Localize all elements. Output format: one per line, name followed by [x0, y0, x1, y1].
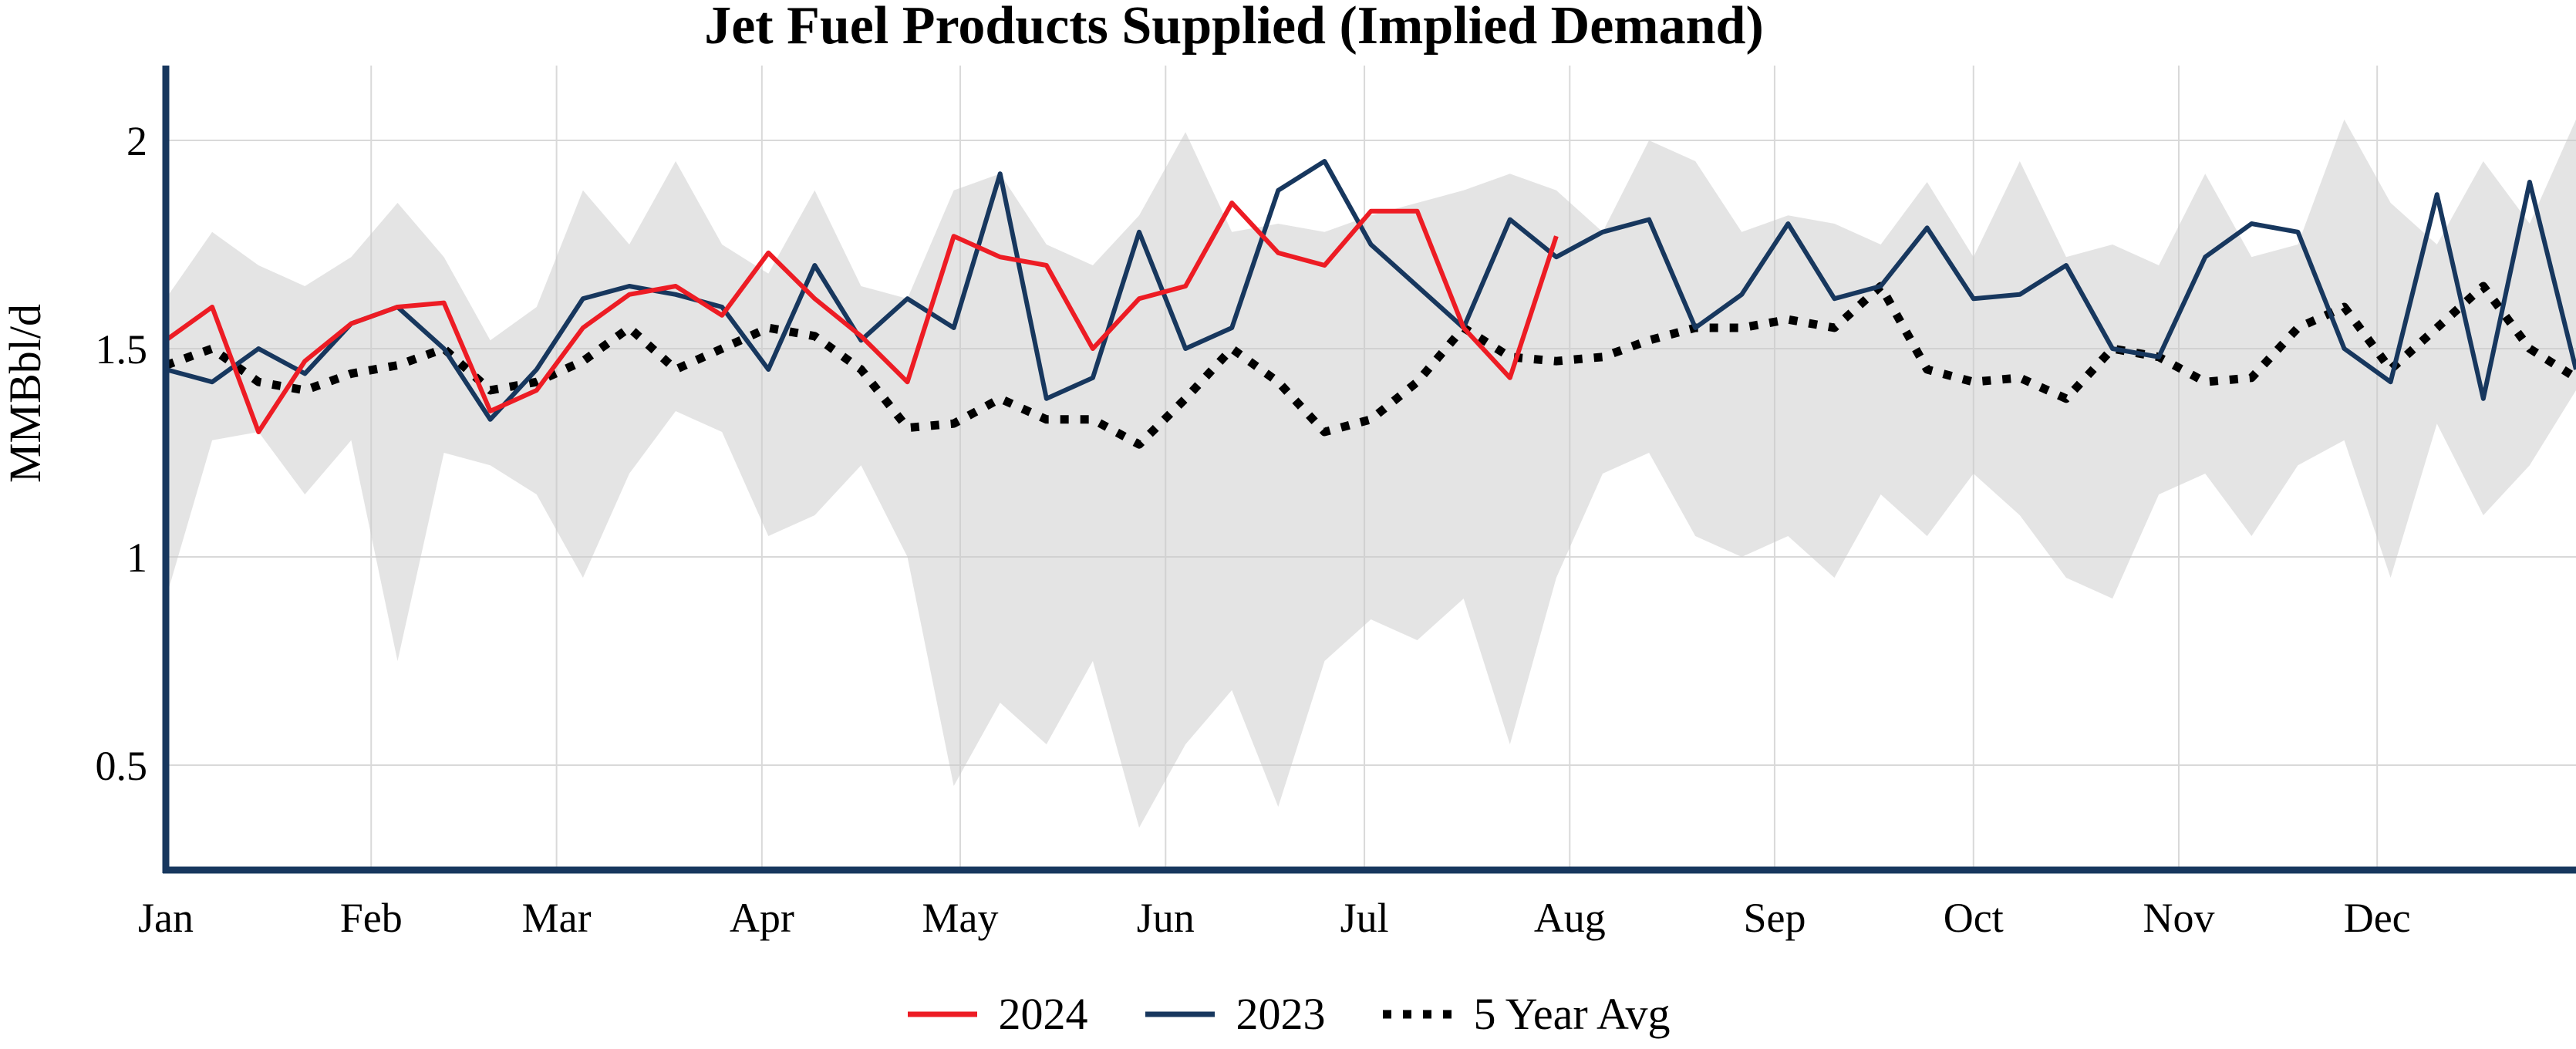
line-chart: 0.5 1 1.5 2 Jan Feb Mar Apr May Jun Jul Aug Sep Oct No… [0, 66, 2576, 941]
legend-item-5-year-avg: 5 Year Avg [1381, 989, 1671, 1039]
chart-legend: 2024 2023 5 Year Avg [0, 992, 2576, 1037]
svg-text:Oct: Oct [1944, 895, 2004, 941]
five-year-range-band [166, 120, 2576, 828]
legend-item-2023: 2023 [1143, 992, 1325, 1037]
svg-text:Apr: Apr [730, 895, 794, 941]
svg-text:Jul: Jul [1340, 895, 1389, 941]
axes [162, 66, 2576, 874]
svg-text:Jun: Jun [1137, 895, 1195, 941]
svg-text:1.5: 1.5 [96, 326, 148, 373]
svg-text:0.5: 0.5 [96, 743, 148, 789]
y-tick-labels: 0.5 1 1.5 2 [96, 118, 148, 789]
legend-swatch-2023-line [1145, 1011, 1216, 1017]
legend-item-2024: 2024 [905, 992, 1087, 1037]
x-tick-labels: Jan Feb Mar Apr May Jun Jul Aug Sep Oct Nov Dec [138, 895, 2411, 941]
svg-text:2: 2 [126, 118, 147, 164]
legend-label-5-year-avg: 5 Year Avg [1473, 989, 1671, 1039]
svg-text:May: May [922, 895, 999, 941]
svg-text:Nov: Nov [2143, 895, 2214, 941]
chart-title: Jet Fuel Products Supplied (Implied Dema… [704, 0, 1764, 56]
svg-text:Jan: Jan [138, 895, 194, 941]
legend-label-2024: 2024 [998, 989, 1088, 1039]
svg-text:Aug: Aug [1534, 895, 1606, 941]
legend-swatch-2024-line [908, 1011, 978, 1017]
svg-text:Feb: Feb [340, 895, 403, 941]
svg-text:Sep: Sep [1743, 895, 1806, 941]
series-line-2023 [165, 159, 2576, 422]
svg-text:Mar: Mar [522, 895, 592, 941]
legend-swatch-5-year-avg-dotted-line [1383, 1010, 1455, 1019]
svg-text:Dec: Dec [2344, 895, 2411, 941]
y-axis-label: MMBbl/d [0, 304, 50, 483]
legend-label-2023: 2023 [1236, 989, 1326, 1039]
svg-text:1: 1 [126, 535, 147, 581]
series-line-2024 [164, 201, 1559, 434]
series-line-5-year-avg [164, 282, 2576, 449]
